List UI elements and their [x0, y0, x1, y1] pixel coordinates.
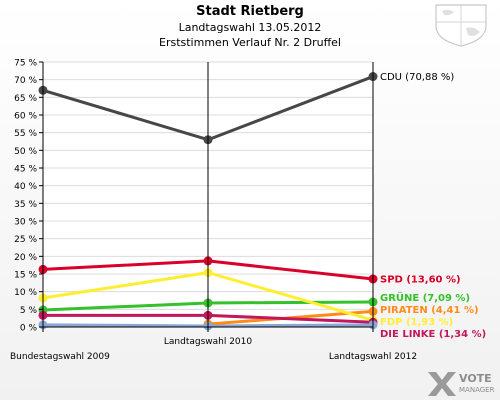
y-tick-label-4: 20 % [14, 253, 37, 263]
chart-subtitle-2: Erststimmen Verlauf Nr. 2 Druffel [159, 36, 341, 49]
y-tick-label-10: 50 % [14, 147, 37, 157]
x-tick-label-1: Landtagswahl 2010 [164, 337, 253, 347]
chart-subtitle: Landtagswahl 13.05.2012 [178, 21, 322, 34]
votemanager-logo: VOTE MANAGER [428, 372, 495, 396]
y-tick-label-14: 70 % [14, 76, 37, 86]
series-label-5: DIE LINKE (1,34 %) [380, 329, 486, 340]
series-label-1: SPD (13,60 %) [380, 274, 461, 285]
series-labels: CDU (70,88 %) SPD (13,60 %) GRÜNE (7,09 %)… [380, 72, 486, 340]
y-tick-label-11: 55 % [14, 129, 37, 139]
y-tick-label-3: 15 % [14, 271, 37, 281]
axes: 0 % 5 % 10 % 15 % 20 % 25 % 30 % 35 % 40 % 45 % 50… [10, 59, 417, 363]
y-tick-label-0: 0 % [20, 324, 38, 334]
series-label-4: FDP (1,93 %) [380, 317, 453, 328]
y-tick-label-2: 10 % [14, 288, 37, 298]
series-label-2: GRÜNE (7,09 %) [380, 290, 470, 304]
series-label-0: CDU (70,88 %) [380, 72, 454, 83]
y-tick-label-13: 65 % [14, 94, 37, 104]
y-tick-label-1: 5 % [20, 306, 38, 316]
y-tick-label-8: 40 % [14, 182, 37, 192]
brand-line-2: MANAGER [459, 386, 495, 394]
series-label-3: PIRATEN (4,41 %) [380, 305, 479, 316]
chart-title: Stadt Rietberg [196, 4, 304, 19]
y-tick-label-12: 60 % [14, 112, 37, 122]
x-tick-label-2: Landtagswahl 2012 [329, 352, 417, 362]
y-tick-label-9: 45 % [14, 165, 37, 175]
y-tick-label-5: 25 % [14, 235, 37, 245]
coat-of-arms-icon [435, 4, 487, 47]
y-tick-label-15: 75 % [14, 59, 37, 69]
brand-line-1: VOTE [459, 372, 492, 385]
y-tick-label-6: 30 % [14, 218, 37, 228]
x-tick-label-0: Bundestagswahl 2009 [10, 352, 110, 362]
y-tick-label-7: 35 % [14, 200, 37, 210]
